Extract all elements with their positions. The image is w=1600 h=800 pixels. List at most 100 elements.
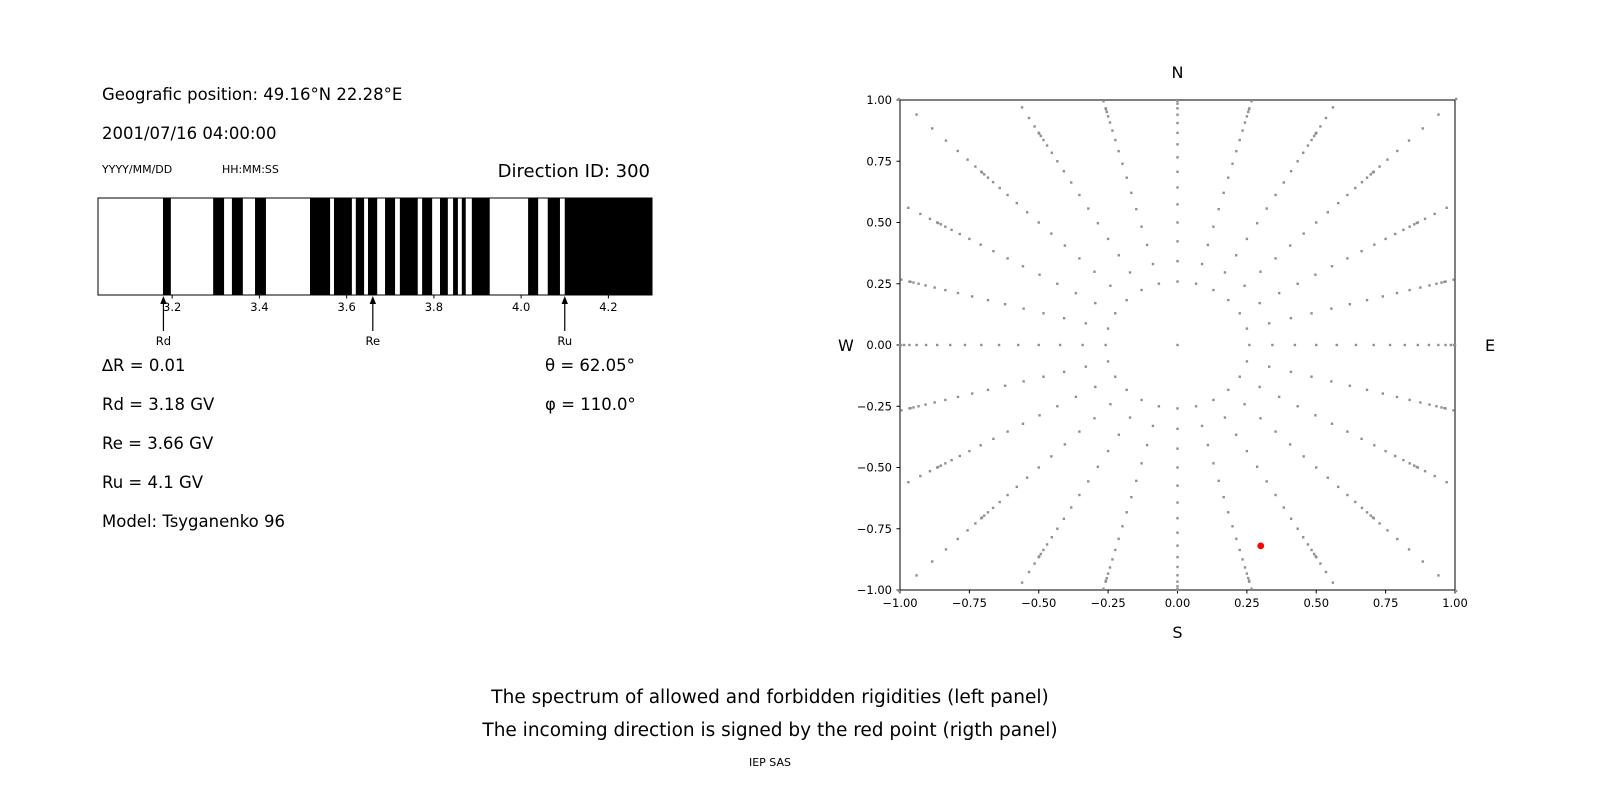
direction-grid-dot <box>1337 201 1340 205</box>
direction-grid-dot <box>1440 406 1443 409</box>
direction-grid-dot <box>1402 458 1405 462</box>
direction-grid-dot <box>1245 237 1249 241</box>
direction-grid-dot <box>1238 375 1241 378</box>
direction-grid-dot <box>1176 186 1179 189</box>
direction-grid-dot <box>980 170 983 173</box>
direction-grid-dot <box>1231 162 1234 165</box>
direction-grid-dot <box>1102 587 1105 590</box>
direction-grid-dot <box>897 97 901 101</box>
direction-grid-dot <box>1407 139 1411 142</box>
direction-grid-dot <box>1128 416 1132 419</box>
incoming-direction-point <box>1257 542 1265 550</box>
direction-grid-dot <box>1271 343 1274 347</box>
direction-grid-dot <box>1176 143 1179 146</box>
direction-grid-dot <box>1157 282 1161 285</box>
direction-grid-dot <box>1223 416 1227 419</box>
direction-grid-dot <box>1365 298 1369 302</box>
direction-grid-dot <box>1176 427 1179 430</box>
direction-grid-dot <box>1125 298 1128 302</box>
spectrum-tick-label: 4.0 <box>512 300 530 314</box>
direction-grid-dot <box>1306 543 1310 546</box>
direction-grid-dot <box>1302 536 1305 539</box>
direction-grid-dot <box>1176 98 1179 102</box>
direction-grid-dot <box>1346 493 1349 497</box>
direction-grid-dot <box>1045 144 1049 147</box>
direction-grid-dot <box>1194 405 1198 408</box>
direction-grid-dot <box>1395 395 1399 399</box>
direction-grid-dot <box>1045 543 1049 546</box>
direction-grid-dot <box>1130 191 1133 195</box>
direction-grid-dot <box>1243 121 1247 124</box>
direction-grid-dot <box>1378 165 1381 168</box>
direction-grid-dot <box>944 398 947 402</box>
direction-grid-dot <box>1310 138 1313 142</box>
direction-grid-dot <box>1282 181 1285 184</box>
direction-grid-dot <box>1015 201 1018 205</box>
direction-grid-dot <box>1452 278 1455 281</box>
direction-grid-dot <box>1381 392 1385 395</box>
ru-text: Ru = 4.1 GV <box>102 473 204 492</box>
direction-grid-dot <box>1444 407 1447 410</box>
y-tick-label: 0.25 <box>866 277 892 291</box>
direction-grid-dot <box>931 127 934 130</box>
direction-grid-dot <box>1315 555 1318 559</box>
y-tick-label: −1.00 <box>857 583 892 597</box>
direction-grid-dot <box>1296 160 1299 163</box>
direction-grid-dot <box>1039 134 1043 138</box>
direction-grid-dot <box>1360 180 1364 184</box>
direction-grid-dot <box>963 343 967 347</box>
direction-grid-dot <box>1037 555 1040 559</box>
direction-grid-dot <box>1372 343 1375 347</box>
direction-grid-dot <box>1288 443 1292 446</box>
direction-grid-dot <box>1140 398 1143 402</box>
direction-grid-dot <box>1423 469 1427 473</box>
direction-grid-dot <box>935 343 939 347</box>
direction-grid-dot <box>1087 480 1090 483</box>
direction-grid-dot <box>1125 511 1128 514</box>
direction-grid-dot <box>979 243 982 246</box>
direction-grid-dot <box>1104 107 1107 110</box>
direction-grid-dot <box>1245 572 1249 575</box>
direction-grid-dot <box>1042 138 1045 142</box>
direction-grid-dot <box>1074 395 1078 399</box>
direction-grid-dot <box>1176 517 1179 520</box>
direction-grid-dot <box>1408 225 1411 228</box>
direction-grid-dot <box>944 139 948 142</box>
direction-grid-dot <box>1050 536 1053 539</box>
direction-grid-dot <box>1346 193 1349 197</box>
direction-grid-dot <box>1176 260 1179 263</box>
phi-text: φ = 110.0° <box>545 395 636 414</box>
direction-grid-dot <box>1440 281 1443 284</box>
direction-grid-dot <box>917 282 920 285</box>
direction-grid-dot <box>1330 380 1333 383</box>
direction-grid-dot <box>970 295 974 298</box>
direction-grid-dot <box>1056 405 1059 408</box>
direction-grid-dot <box>1108 121 1112 124</box>
direction-grid-dot <box>1227 298 1230 302</box>
direction-grid-dot <box>1176 574 1179 577</box>
y-tick-label: 0.75 <box>866 154 892 168</box>
direction-grid-dot <box>1021 265 1025 268</box>
direction-grid-dot <box>1312 552 1316 556</box>
direction-grid-dot <box>944 462 947 465</box>
direction-grid-dot <box>1372 517 1375 520</box>
direction-grid-dot <box>935 221 939 224</box>
direction-grid-dot <box>1408 398 1411 402</box>
direction-grid-dot <box>1330 422 1334 425</box>
direction-grid-dot <box>1094 301 1097 305</box>
direction-grid-dot <box>1354 500 1357 504</box>
direction-grid-dot <box>1245 360 1249 363</box>
spectrum-band <box>564 198 652 295</box>
direction-grid-dot <box>1259 417 1262 420</box>
direction-grid-dot <box>1125 388 1128 392</box>
x-tick-label: 0.75 <box>1373 596 1399 610</box>
direction-grid-dot <box>1416 343 1420 347</box>
direction-grid-dot <box>1070 506 1073 509</box>
direction-grid-dot <box>1003 384 1007 387</box>
direction-grid-dot <box>1042 375 1045 378</box>
direction-grid-dot <box>991 180 995 184</box>
direction-grid-dot <box>1346 257 1349 260</box>
direction-grid-dot <box>1125 176 1128 179</box>
direction-grid-dot <box>1106 449 1110 453</box>
direction-grid-dot <box>1454 589 1458 593</box>
